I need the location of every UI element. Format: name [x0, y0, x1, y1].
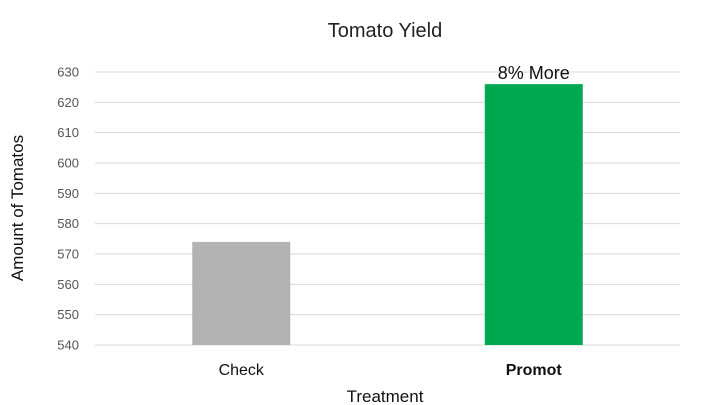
y-tick-label: 550: [57, 307, 79, 322]
y-tick-label: 560: [57, 277, 79, 292]
y-tick-label: 610: [57, 125, 79, 140]
y-tick-label: 580: [57, 216, 79, 231]
bars: [192, 84, 583, 345]
y-tick-label: 570: [57, 247, 79, 262]
x-axis-label: Treatment: [347, 387, 424, 405]
chart-title: Tomato Yield: [328, 20, 443, 42]
bar-check: [192, 241, 291, 345]
y-tick-label: 630: [57, 65, 79, 80]
x-category-label: Check: [219, 362, 265, 379]
x-category-label: Promot: [506, 362, 563, 379]
gridlines: [95, 71, 680, 346]
y-axis-label: Amount of Tomatos: [8, 135, 27, 281]
x-axis-categories: Check Promot: [219, 362, 563, 379]
data-label-promot: 8% More: [498, 63, 570, 83]
y-tick-label: 590: [57, 186, 79, 201]
data-labels: 8% More: [498, 63, 570, 83]
y-tick-label: 620: [57, 95, 79, 110]
y-tick-label: 540: [57, 338, 79, 353]
y-axis-ticks: 540 550 560 570 580 590 600 610 620 630: [57, 65, 79, 353]
y-tick-label: 600: [57, 156, 79, 171]
bar-promot: [484, 84, 583, 345]
